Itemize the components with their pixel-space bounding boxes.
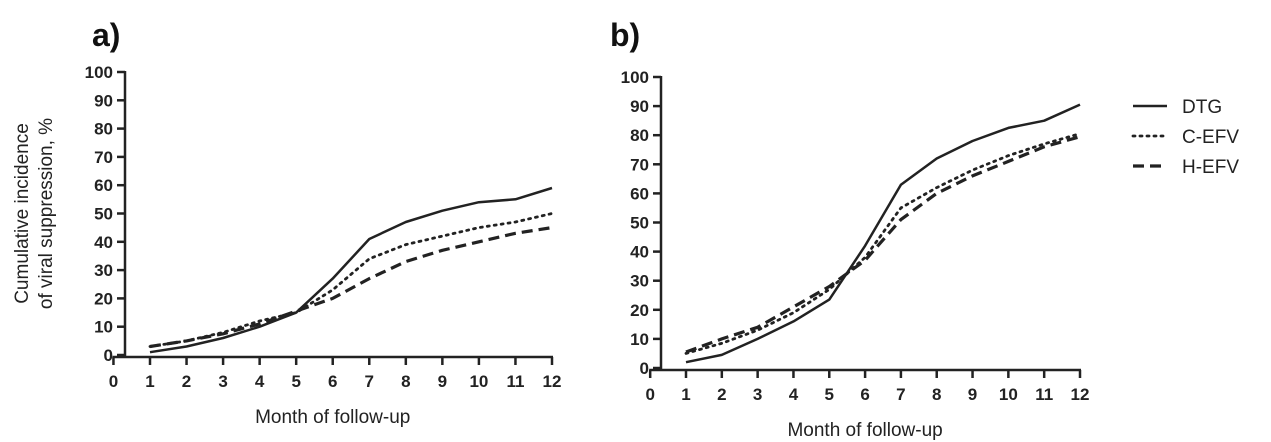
y-tick-label: 0 [104, 346, 113, 365]
x-tick-label: 12 [543, 372, 562, 391]
legend: DTG C-EFV H-EFV [1131, 97, 1239, 178]
x-tick-label: 3 [753, 385, 762, 404]
series-line-c-efv [148, 212, 554, 348]
y-tick-label: 70 [94, 148, 113, 167]
x-tick-label: 11 [1035, 385, 1053, 404]
x-axis-title: Month of follow-up [255, 407, 410, 428]
y-tick-label: 30 [630, 272, 649, 291]
x-tick-label: 11 [506, 372, 524, 391]
y-axis-title: of viral suppression, % [36, 118, 57, 309]
y-tick-label: 20 [94, 289, 113, 308]
x-tick-label: 4 [255, 372, 265, 391]
y-tick-label: 40 [630, 243, 649, 262]
y-tick-label: 10 [94, 318, 113, 337]
x-axis-title: Month of follow-up [787, 420, 942, 441]
x-tick-label: 10 [999, 385, 1018, 404]
x-tick-label: 10 [469, 372, 488, 391]
y-tick-label: 0 [640, 359, 649, 378]
series-line-dtg [149, 186, 553, 354]
y-tick-label: 10 [630, 330, 649, 349]
panel-label: b) [610, 17, 640, 53]
x-tick-label: 2 [717, 385, 726, 404]
x-tick-label: 8 [932, 385, 941, 404]
y-tick-label: 100 [621, 68, 649, 87]
y-tick-label: 30 [94, 261, 113, 280]
y-tick-label: 80 [630, 126, 649, 145]
x-tick-label: 2 [182, 372, 191, 391]
x-tick-label: 12 [1071, 385, 1090, 404]
series-line-h-efv [149, 226, 553, 349]
y-tick-label: 50 [94, 205, 113, 224]
panel-label: a) [92, 17, 120, 53]
x-tick-label: 6 [328, 372, 337, 391]
x-tick-label: 1 [145, 372, 154, 391]
y-tick-label: 70 [630, 155, 649, 174]
x-tick-label: 9 [968, 385, 977, 404]
x-tick-label: 0 [109, 372, 118, 391]
series-line-c-efv [684, 132, 1082, 355]
legend-label-dtg: DTG [1182, 97, 1222, 118]
y-tick-label: 20 [630, 301, 649, 320]
x-tick-label: 7 [896, 385, 905, 404]
x-tick-label: 3 [218, 372, 227, 391]
x-tick-label: 8 [401, 372, 410, 391]
series-line-dtg [685, 103, 1081, 364]
y-tick-label: 60 [94, 176, 113, 195]
series-line-h-efv [685, 135, 1081, 354]
y-axis-title: Cumulative incidence [12, 123, 33, 304]
x-tick-label: 7 [365, 372, 374, 391]
y-tick-label: 40 [94, 233, 113, 252]
legend-label-c-efv: C-EFV [1182, 127, 1239, 148]
y-tick-label: 60 [630, 184, 649, 203]
x-tick-label: 5 [291, 372, 300, 391]
y-tick-label: 90 [630, 97, 649, 116]
x-tick-label: 0 [645, 385, 654, 404]
x-tick-label: 5 [825, 385, 834, 404]
legend-label-h-efv: H-EFV [1182, 157, 1239, 178]
x-tick-label: 9 [438, 372, 447, 391]
x-tick-label: 1 [681, 385, 690, 404]
y-tick-label: 50 [630, 214, 649, 233]
x-tick-label: 4 [789, 385, 799, 404]
y-tick-label: 80 [94, 120, 113, 139]
x-tick-label: 6 [860, 385, 869, 404]
y-tick-label: 100 [85, 63, 113, 82]
y-tick-label: 90 [94, 91, 113, 110]
